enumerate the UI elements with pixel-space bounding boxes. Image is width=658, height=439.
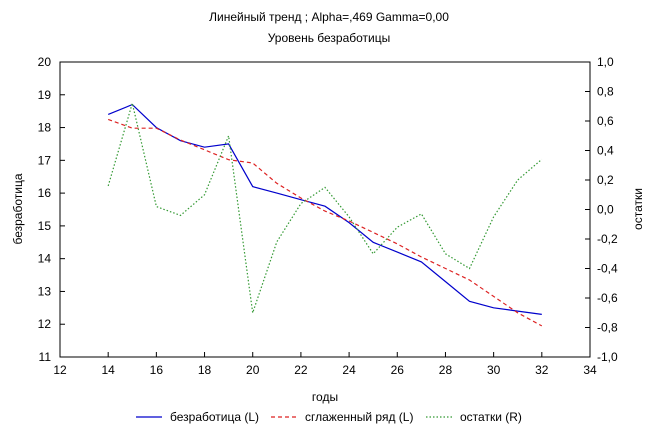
y-left-tick-label: 11 <box>39 350 52 364</box>
x-tick-label: 18 <box>198 363 212 377</box>
y-right-tick-label: 1,0 <box>597 55 614 69</box>
y-right-tick-label: 0,6 <box>597 114 614 128</box>
y-left-tick-label: 17 <box>38 153 52 167</box>
x-tick-label: 20 <box>246 363 260 377</box>
y-left-tick-label: 14 <box>38 252 52 266</box>
y-right-tick-label: 0,0 <box>597 203 614 217</box>
y-right-tick-label: 0,8 <box>597 85 614 99</box>
plot-area <box>59 61 591 358</box>
x-tick-label: 28 <box>439 363 453 377</box>
y-right-tick-label: 0,4 <box>597 144 614 158</box>
y-left-axis-label: безработица <box>11 173 25 244</box>
x-tick-label: 26 <box>391 363 405 377</box>
chart-subtitle: Уровень безработицы <box>268 31 391 45</box>
x-tick-label: 14 <box>102 363 116 377</box>
x-tick-label: 12 <box>53 363 67 377</box>
x-tick-label: 22 <box>294 363 308 377</box>
series-layer <box>107 100 543 327</box>
y-right-tick-label: 0,2 <box>597 173 614 187</box>
x-tick-label: 16 <box>150 363 164 377</box>
x-axis-label: годы <box>312 390 338 404</box>
x-tick-label: 30 <box>487 363 501 377</box>
y-left-tick-label: 19 <box>38 88 52 102</box>
y-left-tick-label: 20 <box>38 55 52 69</box>
chart-title: Линейный тренд ; Alpha=,469 Gamma=0,00 <box>209 10 449 24</box>
series-line-3 <box>107 100 543 313</box>
series-line-2 <box>107 118 543 327</box>
tick-layer: 12 14 16 18 20 22 24 26 28 30 32 341112131415161718… <box>38 55 618 377</box>
x-tick-label: 34 <box>583 363 597 377</box>
y-right-tick-label: -0,8 <box>597 321 618 335</box>
y-left-tick-label: 13 <box>38 284 52 298</box>
x-tick-label: 24 <box>342 363 356 377</box>
y-left-tick-label: 18 <box>38 121 52 135</box>
x-tick-label: 32 <box>535 363 549 377</box>
legend-label-3: остатки (R) <box>460 410 522 424</box>
y-left-tick-label: 16 <box>38 186 52 200</box>
series-line-1 <box>107 103 542 315</box>
legend-label-1: безработица (L) <box>170 410 259 424</box>
y-right-axis-label: остатки <box>631 188 645 230</box>
legend-label-2: сглаженный ряд (L) <box>305 410 413 424</box>
y-right-tick-label: -1,0 <box>597 350 618 364</box>
y-right-tick-label: -0,2 <box>597 232 618 246</box>
legend: безработица (L) сглаженный ряд (L) остатки… <box>136 410 522 424</box>
y-left-tick-label: 15 <box>38 219 52 233</box>
y-right-tick-label: -0,6 <box>597 291 618 305</box>
y-right-tick-label: -0,4 <box>597 262 618 276</box>
y-left-tick-label: 12 <box>38 317 52 331</box>
